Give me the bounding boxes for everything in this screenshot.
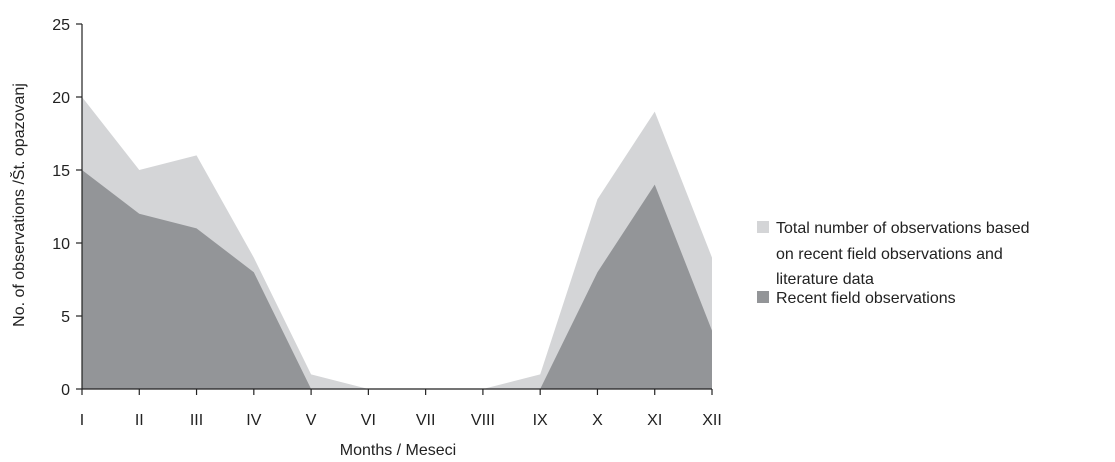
x-tick-label: IX	[533, 412, 548, 429]
y-tick-label: 0	[61, 382, 70, 399]
legend-swatch-recent	[757, 291, 769, 303]
x-tick-label: VII	[416, 412, 436, 429]
x-tick-label: II	[135, 412, 144, 429]
x-tick-label: III	[190, 412, 203, 429]
axes	[81, 24, 712, 390]
y-axis-title: No. of observations /Št. opazovanj	[9, 83, 28, 327]
legend-label-total-line1: Total number of observations based	[776, 220, 1029, 237]
y-tick-label: 10	[52, 236, 70, 253]
x-tick-label: I	[80, 412, 84, 429]
y-ticks: 0 5 10 15 20 25	[52, 17, 82, 399]
legend-label-total-line3: literature data	[776, 271, 874, 288]
x-tick-label: XI	[647, 412, 662, 429]
legend-label-total-line2: on recent field observations and	[776, 246, 1003, 263]
y-tick-label: 25	[52, 17, 70, 34]
x-tick-label: V	[306, 412, 317, 429]
x-tick-label: IV	[246, 412, 261, 429]
x-tick-label: XII	[702, 412, 722, 429]
x-tick-label: VI	[361, 412, 376, 429]
legend-swatch-total	[757, 221, 769, 233]
legend-label-recent: Recent field observations	[776, 290, 956, 307]
y-tick-label: 15	[52, 163, 70, 180]
x-tick-label: VIII	[471, 412, 495, 429]
y-tick-label: 5	[61, 309, 70, 326]
x-tick-label: X	[592, 412, 603, 429]
series-recent-area	[82, 170, 712, 389]
legend: Total number of observations based on re…	[757, 220, 1029, 307]
x-ticks: I II III IV V VI VII VIII IX X XI XII	[80, 389, 722, 429]
y-tick-label: 20	[52, 90, 70, 107]
x-axis-title: Months / Meseci	[340, 442, 456, 459]
plot-areas	[82, 97, 712, 389]
